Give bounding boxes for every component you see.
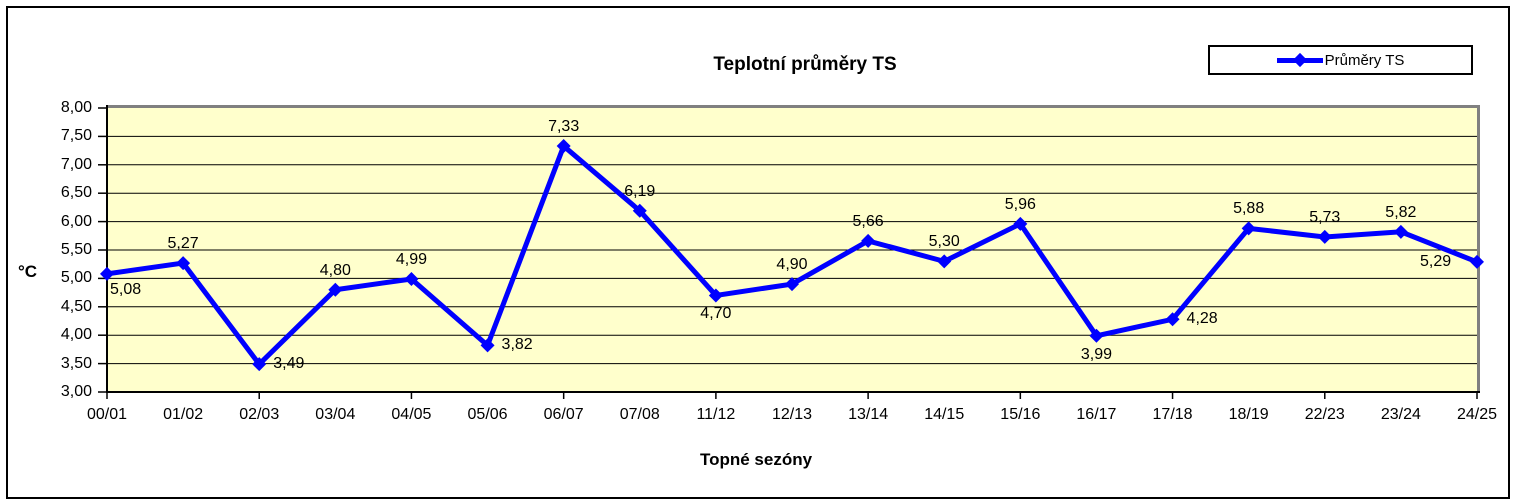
x-tick-label: 02/03 [239,406,280,423]
data-point-label: 5,27 [167,235,199,253]
x-axis-title: Topné sezóny [699,450,813,469]
x-tick-label: 06/07 [543,406,584,423]
data-point-marker [1089,328,1104,343]
data-point-label: 5,96 [1004,195,1036,213]
x-tick-label: 24/25 [1456,406,1498,423]
y-tick-label: 3,50 [60,354,92,372]
x-tick-label: 16/17 [1076,406,1117,423]
data-point-label: 5,30 [928,233,960,251]
data-point-marker [1165,312,1180,327]
data-point-marker [328,282,343,297]
data-point-marker [556,139,571,154]
x-tick-label: 04/05 [391,406,432,423]
data-point-marker [480,338,495,353]
x-tick-label: 13/14 [848,406,889,423]
data-point-label: 5,29 [1420,252,1452,270]
data-point-label: 3,99 [1080,345,1112,363]
data-point-marker [1317,229,1332,244]
x-tick-label: 22/23 [1304,406,1345,423]
data-point-marker [100,266,114,281]
x-tick-label: 03/04 [315,406,356,423]
data-point-label: 3,49 [273,355,305,373]
y-tick-label: 6,00 [60,212,92,230]
chart-title: Teplotní průměry TS [713,54,897,75]
data-point-label: 5,66 [852,212,884,230]
data-point-marker [785,277,799,292]
data-point-marker [404,271,419,286]
data-point-marker [1470,254,1484,269]
data-point-marker [252,357,267,372]
legend: Průměry TS [1208,45,1473,75]
y-tick-label: 7,00 [60,155,92,173]
y-tick-label: 3,00 [60,383,92,400]
data-point-marker [632,203,647,218]
x-tick-label: 12/13 [771,406,813,423]
data-point-marker [708,288,723,303]
x-tick-label: 01/02 [163,406,204,423]
x-tick-label: 11/12 [696,406,736,423]
data-point-label: 5,73 [1309,208,1341,226]
x-tick-label: 17/18 [1152,406,1193,423]
data-point-label: 4,70 [700,305,732,323]
x-tick-label: 05/06 [467,406,508,423]
data-point-label: 3,82 [501,336,533,354]
x-tick-label: 23/24 [1380,406,1421,423]
x-tick-label: 14/15 [924,406,965,423]
data-point-label: 5,88 [1233,200,1265,218]
data-point-marker [937,254,952,269]
data-point-label: 6,19 [624,182,656,200]
y-tick-label: 5,50 [60,241,92,258]
x-tick-label: 07/08 [619,406,660,423]
y-tick-label: 8,00 [60,99,92,116]
data-point-label: 4,99 [395,250,427,268]
y-tick-label: 6,50 [60,184,92,202]
legend-series-label: Průměry TS [1324,51,1405,69]
data-point-label: 4,80 [319,261,351,279]
data-point-marker [176,256,191,271]
data-point-label: 7,33 [548,118,580,136]
legend-line-marker-icon [1276,52,1323,68]
y-tick-label: 5,00 [60,269,92,287]
data-point-marker [1013,216,1028,231]
data-point-marker [1241,221,1256,236]
y-tick-label: 7,50 [60,127,92,145]
data-point-label: 4,90 [776,256,808,274]
data-point-marker [861,233,876,248]
y-tick-label: 4,50 [60,297,92,315]
y-axis-unit-label: °C [18,262,38,281]
data-point-label: 4,28 [1186,310,1218,328]
data-point-marker [1393,224,1408,239]
data-point-label: 5,82 [1385,203,1417,221]
x-tick-label: 18/19 [1228,406,1269,423]
x-tick-label: 00/01 [86,406,128,423]
x-tick-label: 15/16 [1000,406,1041,423]
y-tick-label: 4,00 [60,326,92,344]
data-point-label: 5,08 [110,280,142,298]
